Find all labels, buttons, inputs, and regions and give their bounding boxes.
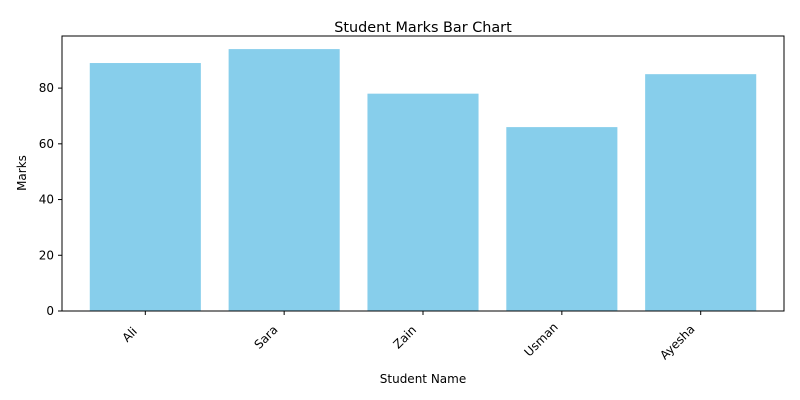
- x-tick-label-usman: Usman: [521, 320, 560, 359]
- y-tick-label: 20: [39, 248, 54, 262]
- y-tick-label: 60: [39, 137, 54, 151]
- bars-layer: [89, 49, 757, 311]
- x-axis-label: Student Name: [380, 372, 466, 386]
- y-axis-label: Marks: [15, 155, 29, 191]
- chart-title: Student Marks Bar Chart: [334, 20, 512, 36]
- bar-zain: [367, 93, 479, 311]
- bar-ali: [89, 63, 201, 311]
- x-tick-label-ali: Ali: [119, 324, 139, 344]
- y-tick-label: 0: [46, 304, 54, 318]
- x-tick-label-zain: Zain: [390, 323, 419, 352]
- y-tick-label: 40: [39, 193, 54, 207]
- plot-frame: [61, 35, 785, 312]
- bar-sara: [228, 49, 340, 311]
- x-axis: Ali Sara Zain Usman Ayesha: [119, 311, 702, 362]
- bar-usman: [506, 127, 618, 311]
- y-tick-label: 80: [39, 81, 54, 95]
- y-axis: 0 20 40 60 80: [39, 81, 62, 318]
- x-tick-label-sara: Sara: [251, 323, 280, 352]
- bar-ayesha: [645, 74, 757, 311]
- x-tick-label-ayesha: Ayesha: [657, 322, 697, 362]
